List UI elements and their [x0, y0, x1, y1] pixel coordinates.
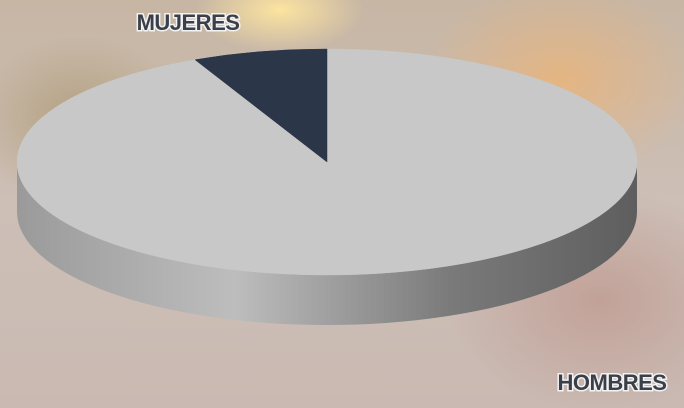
- slice-label: MUJERES: [137, 10, 240, 35]
- slice-label: HOMBRES: [558, 370, 667, 395]
- chart: MUJERES HOMBRES: [0, 0, 684, 408]
- slices: [17, 49, 637, 275]
- page: MUJERES HOMBRES (() => { const data = JS…: [0, 0, 684, 408]
